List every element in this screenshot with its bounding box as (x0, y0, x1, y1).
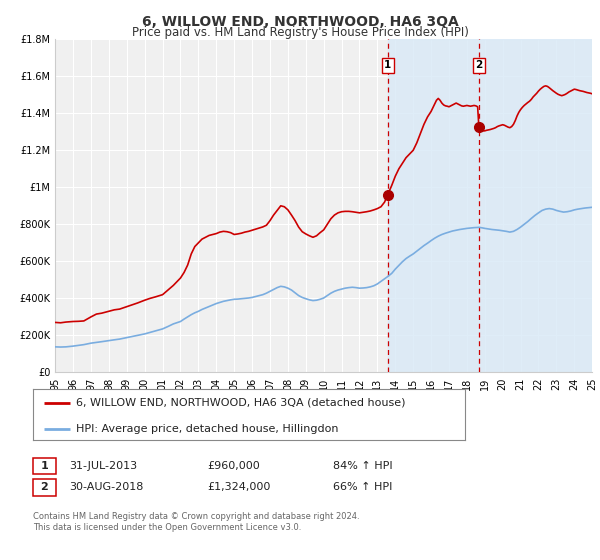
Text: 6, WILLOW END, NORTHWOOD, HA6 3QA (detached house): 6, WILLOW END, NORTHWOOD, HA6 3QA (detac… (76, 398, 406, 408)
Text: 66% ↑ HPI: 66% ↑ HPI (333, 482, 392, 492)
Text: 31-JUL-2013: 31-JUL-2013 (69, 461, 137, 471)
Text: 2: 2 (475, 60, 482, 70)
Text: £1,324,000: £1,324,000 (207, 482, 271, 492)
Bar (388, 39, 592, 372)
Text: Contains HM Land Registry data © Crown copyright and database right 2024.
This d: Contains HM Land Registry data © Crown c… (33, 512, 359, 532)
Text: 84% ↑ HPI: 84% ↑ HPI (333, 461, 392, 471)
Bar (589, 39, 592, 372)
Text: Price paid vs. HM Land Registry's House Price Index (HPI): Price paid vs. HM Land Registry's House … (131, 26, 469, 39)
Text: 1: 1 (41, 461, 48, 471)
Text: 2: 2 (41, 482, 48, 492)
Text: £960,000: £960,000 (207, 461, 260, 471)
Text: 6, WILLOW END, NORTHWOOD, HA6 3QA: 6, WILLOW END, NORTHWOOD, HA6 3QA (142, 15, 458, 29)
Text: HPI: Average price, detached house, Hillingdon: HPI: Average price, detached house, Hill… (76, 423, 338, 433)
Text: 30-AUG-2018: 30-AUG-2018 (69, 482, 143, 492)
Text: 1: 1 (384, 60, 391, 70)
